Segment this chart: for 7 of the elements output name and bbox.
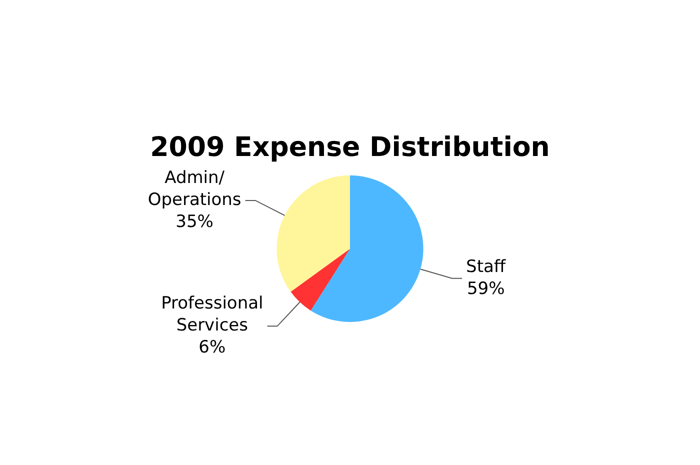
slice-label: Staff <box>466 256 507 277</box>
slice-label: Professional Services <box>161 294 264 336</box>
data-label: 6% <box>198 338 226 358</box>
chart-title: 2009 Expense Distribution <box>150 132 550 164</box>
slice-label: Admin/Operations <box>148 168 242 210</box>
data-label: 35% <box>176 212 214 232</box>
data-label: 59% <box>466 278 505 299</box>
